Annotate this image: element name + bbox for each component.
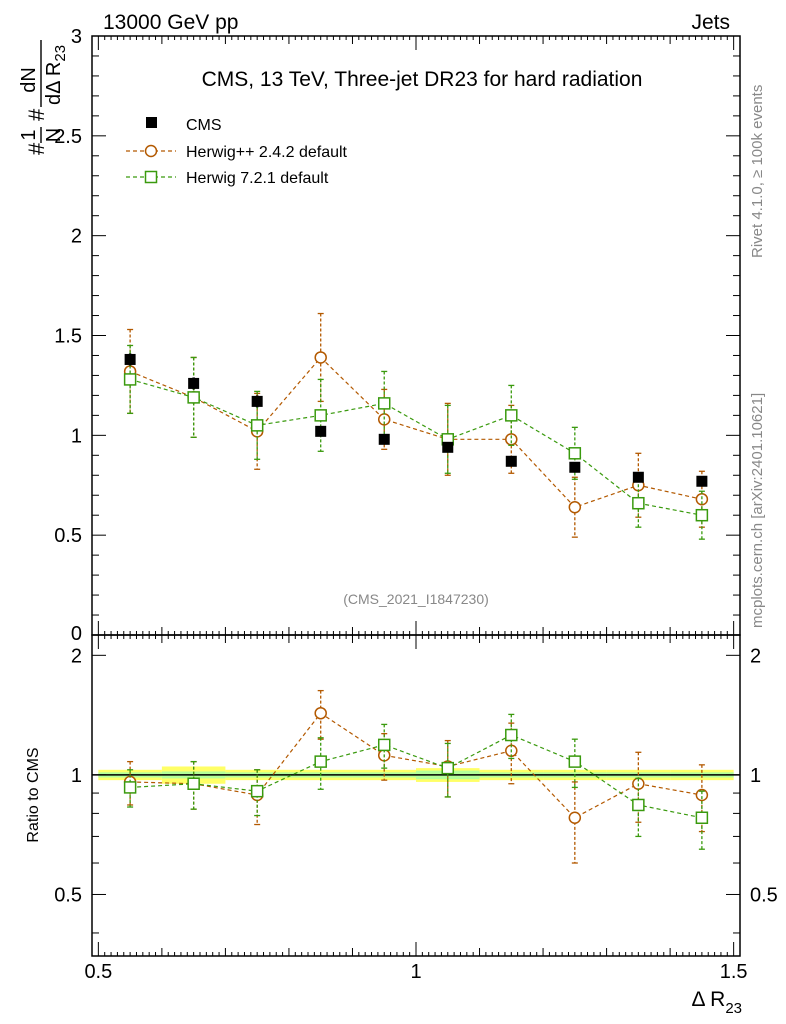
ratio-y-tick-label-right: 1: [750, 765, 761, 787]
data-point-cms: [569, 461, 581, 473]
data-point-herwig7: [568, 447, 582, 460]
data-point-cms: [378, 433, 390, 445]
data-point-herwig7: [377, 397, 391, 410]
data-point-herwig7: [314, 409, 327, 422]
legend-label-herwigpp: Herwig++ 2.4.2 default: [186, 144, 348, 161]
x-tick-label: 1: [410, 961, 421, 983]
y-label-frac2-den-main: dΔ R: [43, 62, 65, 105]
ratio-point-herwig7: [314, 755, 327, 768]
chart-title: CMS, 13 TeV, Three-jet DR23 for hard rad…: [202, 68, 643, 91]
ratio-point-herwig7: [250, 784, 264, 798]
x-axis-label: Δ R23: [691, 988, 742, 1017]
tick-labels: 0.5 1 1.5 0.5 1 1.5 2 2.5 3 0 0.5 0.5 1 1 2 2: [54, 26, 778, 983]
ratio-series-line-herwig7: [130, 734, 703, 819]
data-point-herwigpp: [568, 500, 582, 514]
x-axis-label-sub: 23: [725, 1000, 742, 1017]
legend: CMS Herwig++ 2.4.2 default Herwig 7.2.1 …: [126, 117, 348, 187]
y-tick-label: 2.5: [54, 126, 82, 148]
legend-label-cms: CMS: [186, 117, 222, 134]
legend-marker-cms: [146, 117, 157, 128]
main-series: [123, 312, 709, 540]
y-label-frac1-num: 1: [18, 129, 40, 140]
data-point-cms: [124, 353, 136, 365]
axis-ticks: [92, 35, 740, 956]
y-axis-label: # 1 N # dN dΔ R23: [18, 40, 69, 155]
ratio-y-tick-label: 2: [71, 645, 82, 667]
data-point-cms: [505, 455, 517, 467]
y-label-frac2-den-sub: 23: [52, 45, 69, 62]
y-tick-label: 3: [71, 26, 82, 48]
y-tick-label: 1: [71, 425, 82, 447]
ratio-point-herwig7: [505, 728, 518, 742]
ratio-y-tick-label-right: 0.5: [750, 884, 778, 906]
ratio-point-herwig7: [377, 738, 391, 752]
data-point-cms: [632, 471, 644, 483]
ratio-point-herwig7: [441, 761, 455, 775]
y-tick-label: 2: [71, 226, 82, 248]
data-point-cms: [696, 475, 708, 487]
ratio-y-tick-label-right: 2: [750, 645, 761, 667]
legend-label-herwig7: Herwig 7.2.1 default: [186, 170, 329, 187]
rivet-version-text: Rivet 4.1.0, ≥ 100k events: [749, 85, 766, 258]
y-label-hash-1: #: [24, 142, 49, 155]
ratio-point-herwigpp: [695, 788, 709, 802]
y-label-frac2-den: dΔ R23: [43, 45, 69, 105]
x-axis-label-main: Δ R: [691, 988, 725, 1011]
analysis-watermark: (CMS_2021_I1847230): [343, 591, 489, 607]
data-point-herwig7: [187, 391, 200, 404]
ratio-point-herwig7: [187, 777, 200, 790]
ratio-y-label: Ratio to CMS: [25, 747, 42, 842]
series-line-herwigpp: [129, 356, 703, 508]
data-point-herwigpp: [314, 351, 327, 364]
legend-marker-herwig7: [144, 170, 158, 184]
x-tick-label: 1.5: [720, 961, 748, 983]
data-point-cms: [251, 395, 263, 407]
series-line-herwig7: [129, 378, 702, 516]
data-point-herwig7: [695, 508, 709, 522]
mcplots-credit-text: mcplots.cern.ch [arXiv:2401.10621]: [749, 393, 766, 628]
data-point-cms: [442, 441, 454, 453]
y-tick-label: 0.5: [54, 525, 82, 547]
ratio-y-tick-label: 1: [71, 765, 82, 787]
header-right: Jets: [691, 11, 730, 34]
ratio-point-herwigpp: [568, 811, 582, 825]
data-point-herwig7: [505, 409, 518, 422]
ratio-point-herwig7: [568, 755, 582, 768]
legend-item-herwig7: Herwig 7.2.1 default: [126, 170, 329, 187]
y-tick-label: 1.5: [54, 326, 82, 348]
data-point-herwig7: [123, 373, 137, 386]
data-point-herwig7: [250, 419, 264, 432]
x-tick-label: 0.5: [84, 961, 112, 983]
data-point-herwig7: [632, 496, 645, 510]
ratio-point-herwigpp: [314, 706, 327, 720]
ratio-point-herwig7: [632, 798, 645, 812]
legend-marker-herwigpp: [144, 144, 158, 158]
legend-item-herwigpp: Herwig++ 2.4.2 default: [126, 144, 348, 161]
ratio-y-tick-label: 0.5: [54, 884, 82, 906]
legend-item-cms: CMS: [146, 117, 222, 134]
y-tick-label: 0: [71, 623, 82, 645]
ratio-series: [123, 689, 709, 864]
y-label-hash-2: #: [24, 108, 49, 121]
ratio-frame: [91, 634, 741, 957]
ratio-point-herwig7: [123, 781, 137, 794]
ratio-series-line-herwigpp: [130, 712, 702, 819]
y-label-frac1-den: N: [43, 128, 65, 142]
y-label-frac2-num: dN: [18, 67, 40, 93]
header-left: 13000 GeV pp: [103, 11, 238, 34]
data-point-cms: [315, 425, 327, 437]
data-point-cms: [188, 377, 200, 389]
ratio-point-herwig7: [695, 811, 709, 825]
